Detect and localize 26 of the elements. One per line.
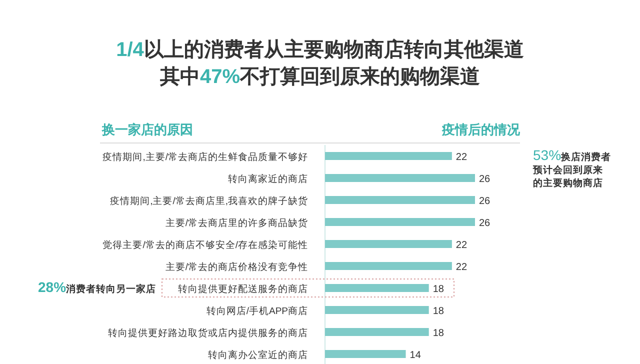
y-tick-label: 疫情期间,主要/常去商店的生鲜食品质量不够好 bbox=[102, 151, 308, 163]
y-tick-label: 转向离办公室近的商店 bbox=[208, 349, 308, 361]
y-tick-label: 转向网店/手机APP商店 bbox=[206, 305, 308, 317]
data-label: 22 bbox=[456, 152, 468, 163]
data-label: 14 bbox=[410, 350, 422, 361]
y-tick-label: 转向提供更好配送服务的商店 bbox=[178, 283, 308, 295]
data-label: 22 bbox=[456, 240, 468, 251]
y-axis-title: 换一家店的原因 bbox=[101, 122, 193, 137]
text: 28%消费者转向另一家店 bbox=[38, 279, 156, 295]
data-label: 26 bbox=[479, 218, 491, 229]
data-label: 18 bbox=[432, 284, 444, 295]
chart-title: 1/4以上的消费者从主要购物商店转向其他渠道 bbox=[116, 38, 524, 61]
y-tick-label: 觉得主要/常去的商店不够安全/存在感染可能性 bbox=[102, 239, 308, 251]
data-label: 26 bbox=[479, 196, 491, 207]
y-tick-label: 疫情期间,主要/常去商店里,我喜欢的牌子缺货 bbox=[110, 195, 308, 207]
data-label: 26 bbox=[479, 174, 491, 185]
chart-subtitle: 其中47%不打算回到原来的购物渠道 bbox=[158, 65, 480, 88]
data-label: 22 bbox=[456, 262, 468, 273]
y-tick-label: 主要/常去商店里的许多商品缺货 bbox=[165, 217, 308, 229]
data-label: 18 bbox=[432, 328, 444, 339]
y-tick-label: 转向离家近的商店 bbox=[228, 173, 308, 185]
x-axis-title: 疫情后的情况 bbox=[441, 122, 521, 137]
y-tick-label: 主要/常去的商店价格没有竞争性 bbox=[165, 261, 308, 273]
y-tick-label: 转向提供更好路边取货或店内提供服务的商店 bbox=[108, 327, 308, 339]
data-label: 18 bbox=[432, 306, 444, 317]
text: 53%换店消费者预计会回到原来的主要购物商店 bbox=[532, 147, 612, 189]
